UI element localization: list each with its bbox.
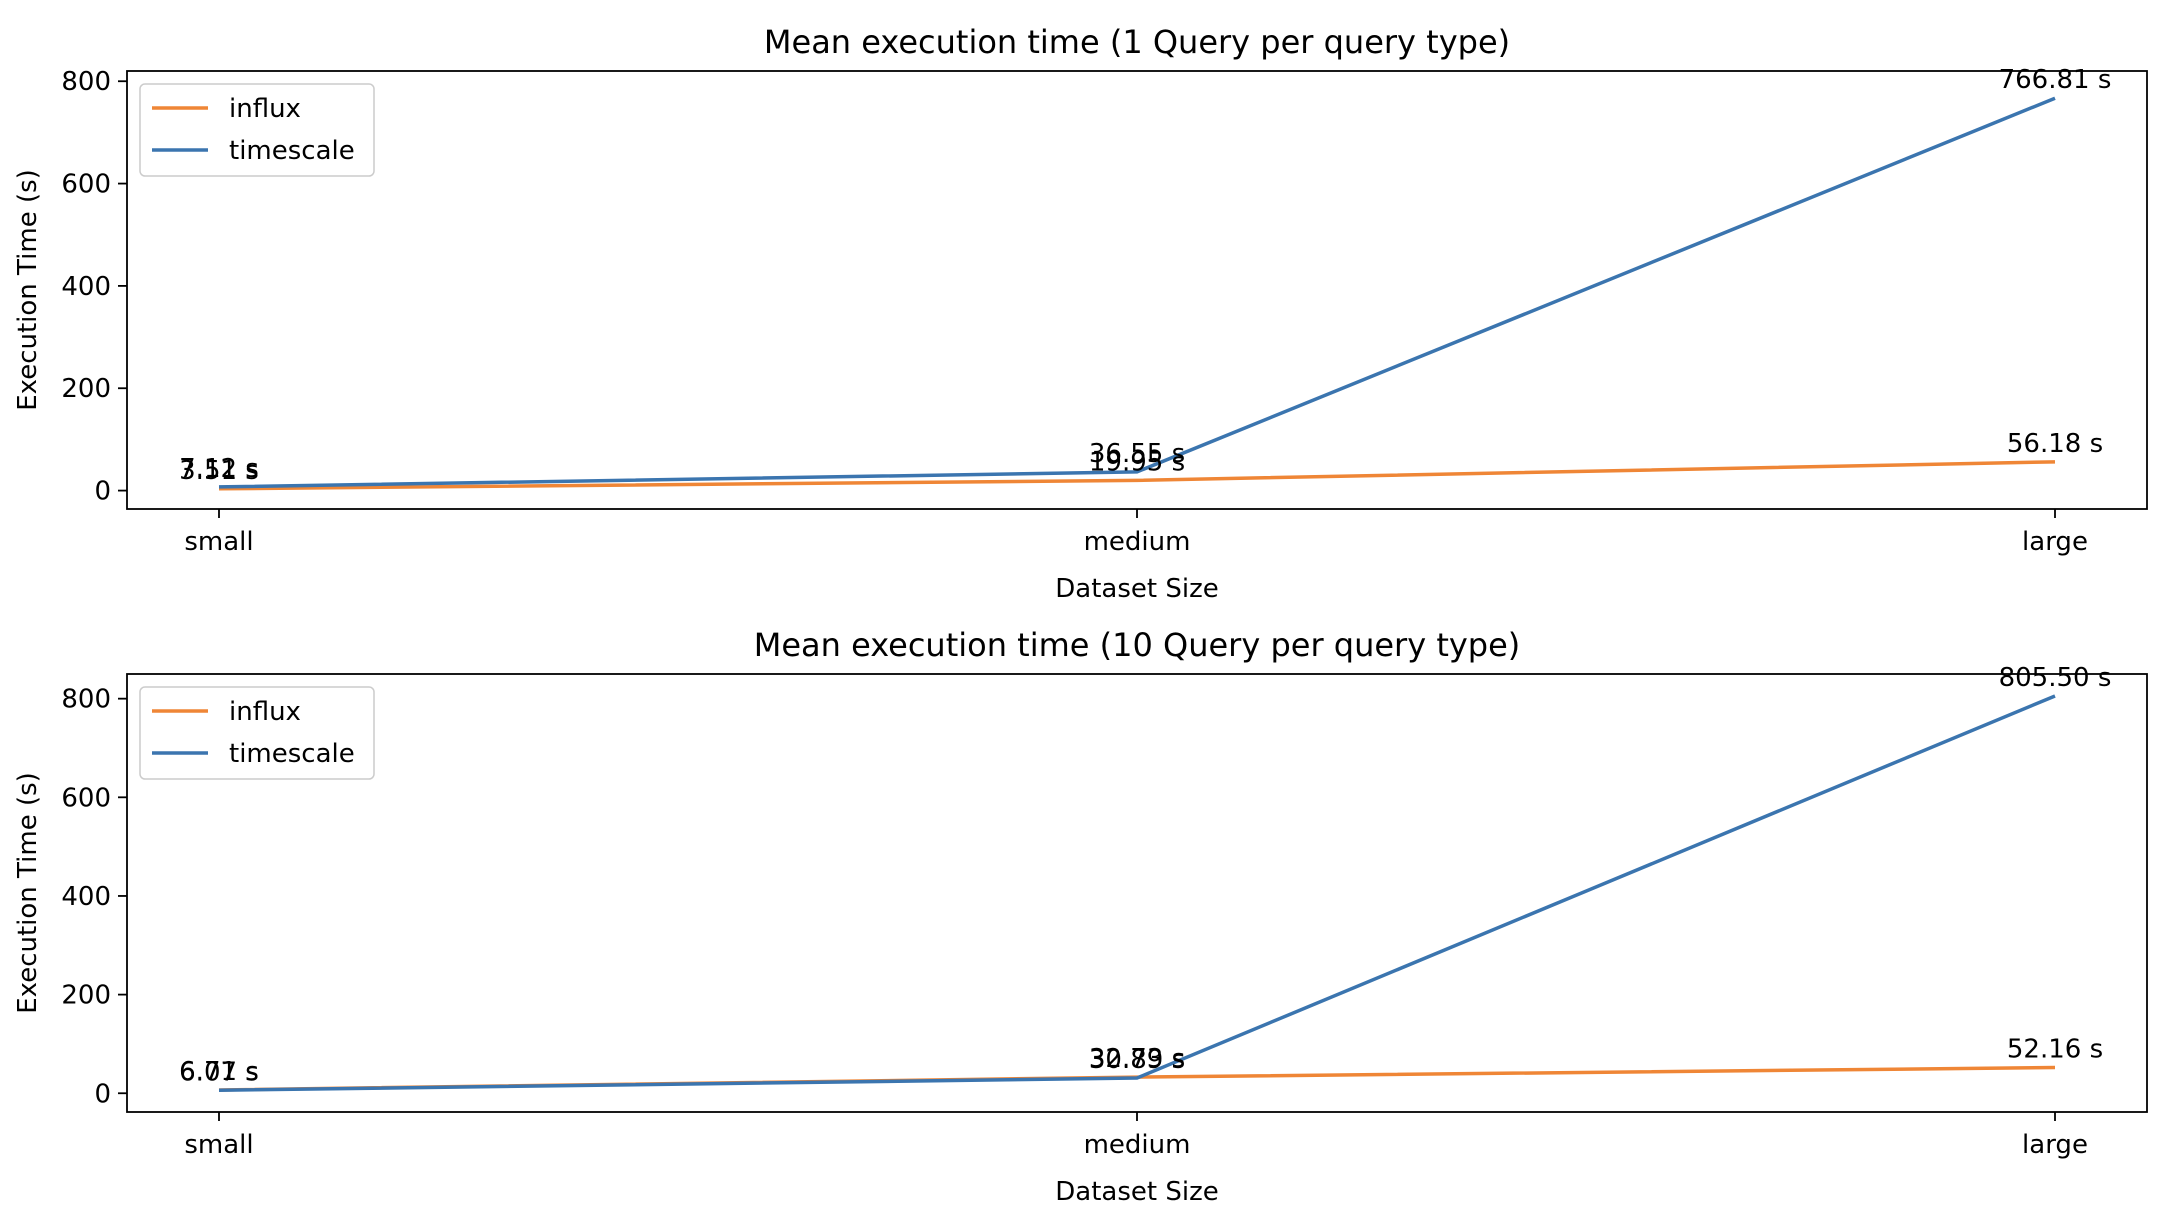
data-label-influx-medium: 32.73 s — [1089, 1044, 1185, 1074]
data-label-timescale-large: 766.81 s — [1999, 65, 2112, 95]
x-tick-label-large: large — [2022, 1130, 2088, 1160]
legend-label-influx: influx — [229, 94, 301, 124]
legend: influx timescale — [139, 83, 375, 177]
legend: influx timescale — [139, 686, 375, 780]
y-tick-label: 400 — [61, 272, 111, 302]
data-label-influx-medium: 19.95 s — [1089, 447, 1185, 477]
y-tick-label: 800 — [61, 67, 111, 97]
y-tick-label: 200 — [61, 374, 111, 404]
x-tick-label-small: small — [184, 1130, 253, 1160]
x-axis-label: Dataset Size — [1055, 574, 1218, 604]
legend-label-timescale: timescale — [229, 739, 355, 769]
y-tick-label: 400 — [61, 882, 111, 912]
x-tick-label-small: small — [184, 527, 253, 557]
data-label-influx-small: 6.71 s — [179, 1057, 259, 1087]
y-tick-label: 600 — [61, 170, 111, 200]
y-tick-label: 200 — [61, 981, 111, 1011]
y-tick-label: 0 — [94, 1079, 111, 1109]
x-tick-label-medium: medium — [1084, 527, 1191, 557]
chart-title: Mean execution time (10 Query per query … — [754, 626, 1521, 664]
data-label-timescale-large: 805.50 s — [1999, 663, 2112, 693]
data-label-influx-small: 3.51 s — [179, 456, 259, 486]
data-label-timescale-medium: 36.55 s — [1089, 439, 1185, 469]
data-label-timescale-medium: 30.89 s — [1089, 1045, 1185, 1075]
series-line-timescale — [218, 96, 2056, 489]
x-axis-label: Dataset Size — [1055, 1177, 1218, 1207]
y-tick-label: 800 — [61, 685, 111, 715]
series-line-timescale — [218, 694, 2056, 1093]
series-line-influx — [218, 460, 2056, 491]
data-label-timescale-small: 6.07 s — [179, 1057, 259, 1087]
subplot-2: Mean execution time (10 Query per query … — [13, 626, 2148, 1207]
y-axis-label: Execution Time (s) — [13, 772, 43, 1014]
legend-label-timescale: timescale — [229, 136, 355, 166]
chart-title: Mean execution time (1 Query per query t… — [764, 23, 1510, 61]
x-tick-label-large: large — [2022, 527, 2088, 557]
data-label-influx-large: 56.18 s — [2007, 429, 2103, 459]
subplot-1: Mean execution time (1 Query per query t… — [13, 23, 2148, 604]
x-tick-label-medium: medium — [1084, 1130, 1191, 1160]
data-label-influx-large: 52.16 s — [2007, 1035, 2103, 1065]
y-axis-label: Execution Time (s) — [13, 169, 43, 411]
data-label-timescale-small: 7.12 s — [179, 454, 259, 484]
y-tick-label: 600 — [61, 783, 111, 813]
y-tick-label: 0 — [94, 477, 111, 507]
legend-label-influx: influx — [229, 697, 301, 727]
